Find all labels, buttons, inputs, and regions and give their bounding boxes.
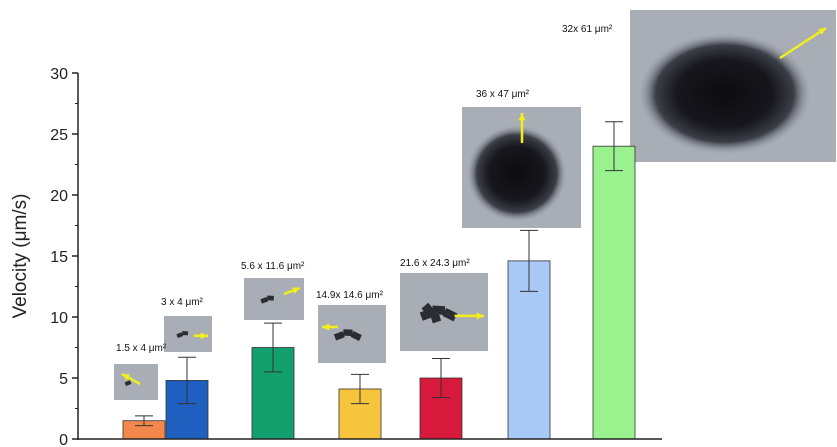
size-label: 32x 61 μm² — [562, 24, 613, 35]
error-bar — [351, 373, 369, 405]
direction-arrowhead — [322, 323, 330, 331]
y-axis-title: Velocity (μm/s) — [10, 194, 31, 319]
size-label: 21.6 x 24.3 μm² — [400, 258, 470, 269]
micrograph-inset — [114, 364, 158, 400]
size-label: 3 x 4 μm² — [161, 297, 204, 308]
micrograph-inset — [630, 10, 836, 162]
error-bar — [605, 121, 623, 172]
error-bar — [178, 356, 196, 405]
direction-arrowhead — [518, 113, 526, 121]
micrograph-inset — [462, 107, 581, 228]
y-tick-label: 10 — [50, 310, 68, 327]
y-tick-label: 15 — [50, 249, 68, 266]
y-tick-label: 5 — [59, 371, 68, 388]
error-bar — [135, 415, 153, 427]
y-tick-label: 20 — [50, 188, 68, 205]
micrograph-inset — [400, 273, 488, 351]
y-axis: 0 5 10 15 20 25 30 — [50, 66, 662, 447]
size-label: 1.5 x 4 μm² — [116, 343, 167, 354]
error-bar — [264, 322, 282, 373]
direction-arrowhead — [476, 312, 484, 320]
micrograph-inset — [318, 305, 386, 363]
direction-arrowhead — [818, 28, 826, 35]
direction-arrowhead — [122, 374, 130, 381]
size-label: 36 x 47 μm² — [476, 89, 530, 100]
error-bar — [432, 357, 450, 399]
y-tick-label: 0 — [59, 432, 68, 447]
direction-arrow — [779, 26, 827, 60]
direction-arrowhead — [200, 332, 208, 340]
size-label: 5.6 x 11.6 μm² — [241, 261, 305, 272]
error-bars — [135, 121, 623, 427]
micrograph-inset — [164, 316, 212, 352]
error-bar — [520, 229, 538, 292]
bars — [122, 145, 636, 440]
bar — [592, 145, 636, 440]
y-tick-label: 25 — [50, 127, 68, 144]
y-tick-label: 30 — [50, 66, 68, 83]
size-label: 14.9x 14.6 μm² — [316, 290, 384, 301]
micrograph-insets — [114, 10, 836, 400]
micrograph-inset — [244, 278, 304, 320]
direction-arrowhead — [292, 287, 300, 294]
size-labels: 1.5 x 4 μm² 3 x 4 μm² 5.6 x 11.6 μm² 14.9x … — [116, 24, 613, 354]
